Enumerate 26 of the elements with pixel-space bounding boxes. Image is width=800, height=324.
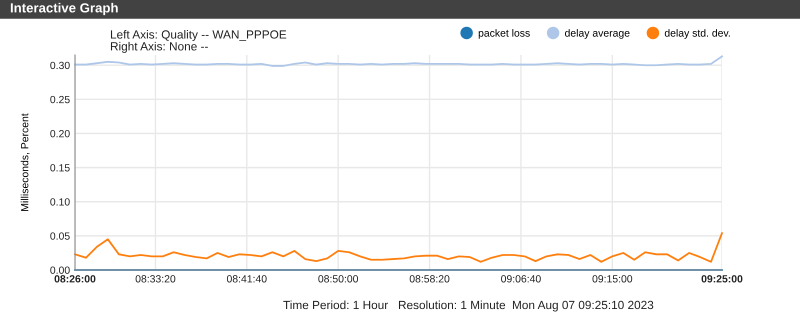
x-tick-label: 09:06:40: [501, 275, 541, 283]
chart-subtitle: Left Axis: Quality -- WAN_PPPOE Right Axis: None --: [110, 30, 286, 53]
x-tick-label: 08:33:20: [136, 275, 176, 283]
text: Resolution: 1 Minute: [398, 300, 506, 310]
legend-label: delay average: [565, 29, 630, 39]
y-tick-label: 0.15: [50, 164, 70, 172]
x-tick-label: 08:50:00: [318, 275, 358, 283]
text: Mon Aug 07 09:25:10 2023: [512, 300, 654, 312]
y-tick-label: 0.20: [50, 130, 70, 138]
line-series: [74, 55, 723, 67]
chart-title: Interactive Graph: [10, 2, 118, 16]
y-tick-label: 0.00: [50, 266, 70, 274]
x-tick-label: 08:26:00: [54, 275, 96, 283]
x-tick-label: 08:58:20: [410, 275, 450, 283]
y-tick-label: 0.25: [50, 96, 70, 104]
y-tick-label: 0.05: [50, 232, 70, 240]
x-tick-label: 08:41:40: [226, 275, 267, 283]
legend-label: delay std. dev.: [664, 29, 730, 39]
line-series: [74, 232, 723, 263]
y-tick-label: 0.30: [50, 62, 70, 70]
x-tick-label: 09:15:00: [592, 275, 632, 283]
legend-label: packet loss: [478, 29, 530, 39]
text: Time Period: 1 Hour: [283, 300, 388, 310]
y-tick-label: 0.10: [50, 198, 70, 206]
x-tick-label: 09:25:00: [702, 275, 742, 283]
y-axis-title: Milliseconds, Percent: [20, 113, 30, 211]
